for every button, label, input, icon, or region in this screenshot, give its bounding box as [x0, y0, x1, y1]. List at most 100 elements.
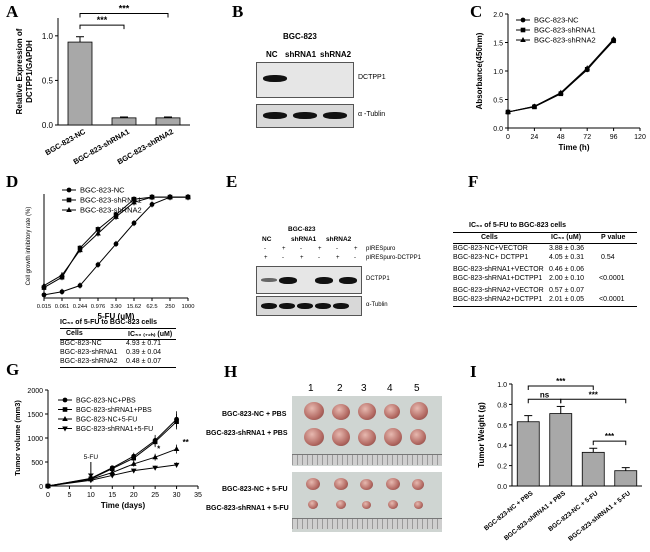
chart-a-sig-bracket — [79, 24, 125, 30]
blot-b-label-tublin: α -Tublin — [358, 111, 386, 118]
chart-g-y-tick-label: 1000 — [27, 436, 43, 443]
sign: - — [300, 246, 302, 252]
chart-d-inhibition: 0.015 0.061 0.244 0.976 3.90 15.62 62.5 250 1000… — [26, 186, 194, 321]
chart-a-sig-label: *** — [97, 15, 108, 25]
chart-c-x-tick-label: 72 — [583, 134, 591, 141]
chart-i-y-tick-label: 0.8 — [497, 402, 507, 409]
chart-d-point — [113, 213, 119, 219]
blot-band — [261, 278, 277, 282]
table-rule — [60, 367, 176, 368]
chart-c-legend-marker — [520, 27, 526, 33]
chart-i-sig-label: ns — [540, 390, 550, 399]
chart-d-point — [95, 262, 101, 268]
blot-e-lane-shrna2: shRNA2 — [326, 236, 352, 243]
chart-d-point — [113, 241, 119, 247]
chart-d-point — [149, 202, 155, 207]
sign: + — [264, 255, 268, 261]
chart-g-tumor-volume: 0 5 10 15 20 25 30 35 0 500 1000 1500 2000 Time (days… — [13, 388, 202, 510]
table-f-col3: P value — [601, 234, 626, 241]
chart-g-annotation: * — [157, 444, 161, 453]
blot-b-lane-shrna1: shRNA1 — [285, 50, 317, 59]
chart-i-x-tick-label: BGC-823-shRNA1 + PBS — [503, 490, 567, 543]
chart-d-point — [41, 292, 47, 298]
tumor — [332, 404, 350, 420]
chart-i-sig-label: *** — [605, 432, 615, 441]
chart-d-x-tick-label: 3.90 — [110, 304, 121, 310]
chart-c-x-tick-label: 96 — [610, 134, 618, 141]
chart-d-legend-marker — [66, 197, 72, 203]
chart-g-x-tick-label: 15 — [108, 492, 116, 499]
table-f-row-value: 0.57 ± 0.07 — [549, 287, 584, 294]
sign: + — [282, 246, 286, 252]
chart-g-y-tick-label: 0 — [39, 484, 43, 491]
chart-g-point — [130, 468, 137, 474]
blot-b-lane-nc: NC — [266, 50, 278, 59]
chart-d-point — [59, 272, 65, 278]
chart-d-x-label: 5-FU (uM) — [98, 312, 135, 321]
tumor — [384, 404, 400, 419]
blot-e-dctpp1-membrane — [256, 266, 362, 294]
chart-g-annotation: ** — [183, 438, 190, 447]
blot-e-label-tublin: α-Tublin — [366, 302, 388, 308]
tumor — [360, 479, 373, 490]
table-f-row-name: BGC-823-shRNA2+VECTOR — [453, 287, 544, 294]
table-f-title: IC₅₀ of 5-FU to BGC-823 cells — [469, 222, 566, 229]
mouse-number: 4 — [387, 383, 393, 394]
chart-d-legend-label: BGC-823-shRNA1 — [80, 196, 142, 205]
panel-label-b: B — [232, 2, 244, 21]
blot-band — [297, 303, 313, 309]
sign: - — [282, 255, 284, 261]
chart-c-y-label: Absorbance(450nm) — [475, 32, 484, 109]
table-f-row-name: BGC-823-NC+ DCTPP1 — [453, 254, 529, 261]
chart-g-point — [152, 439, 158, 445]
tumor-label: BGC-823-shRNA1 + 5-FU — [206, 505, 289, 512]
chart-g-x-tick-label: 25 — [151, 492, 159, 499]
table-rule — [60, 328, 176, 329]
table-rule — [453, 232, 637, 233]
table-f-row-name: BGC-823-shRNA1+DCTPP1 — [453, 275, 543, 282]
chart-d-point — [77, 247, 83, 253]
blot-band — [315, 303, 331, 309]
table-f-col1: Cells — [481, 234, 498, 241]
tumor-photo-bottom — [292, 472, 442, 532]
chart-a-y-label: Relative Expression of — [15, 28, 24, 114]
table-f-row-p: <0.0001 — [599, 275, 625, 282]
table-f-ic50: IC₅₀ of 5-FU to BGC-823 cells Cells IC₅₀… — [453, 222, 637, 312]
sign: + — [354, 246, 358, 252]
table-f-row-name: BGC-823-NC+VECTOR — [453, 245, 528, 252]
tumor — [412, 479, 424, 490]
chart-c-legend-marker — [520, 17, 526, 23]
chart-g-point — [173, 462, 180, 468]
tumor — [336, 500, 346, 509]
chart-g-arrow-head — [87, 473, 94, 478]
chart-g-legend-marker — [62, 397, 68, 403]
chart-g-legend-marker — [62, 416, 68, 421]
chart-c-point — [584, 65, 590, 71]
blot-band — [263, 75, 287, 82]
chart-c-point — [531, 103, 538, 109]
chart-d-legend-label: BGC-823-shRNA2 — [80, 206, 142, 215]
chart-g-x-tick-label: 20 — [130, 492, 138, 499]
mouse-number: 5 — [414, 383, 420, 394]
blot-band — [315, 277, 333, 284]
chart-g-point — [88, 478, 94, 484]
chart-a-bar — [155, 117, 181, 126]
ruler — [292, 518, 442, 529]
blot-b-title: BGC-823 — [283, 32, 317, 41]
sign: - — [336, 246, 338, 252]
chart-d-point — [167, 194, 173, 200]
tumor-photo-top — [292, 396, 442, 466]
table-d-col1: Cells — [66, 330, 83, 337]
blot-band — [333, 303, 349, 309]
tumor — [308, 500, 318, 509]
blot-e-row-pirespuro: pIRESpuro — [366, 246, 396, 252]
tumor — [332, 428, 350, 446]
chart-c-x-tick-label: 48 — [557, 134, 565, 141]
chart-a-sig-bracket — [79, 13, 169, 18]
tumor — [334, 478, 348, 490]
panel-label-f: F — [468, 172, 479, 191]
chart-g-legend-label: BGC-823-NC+PBS — [76, 397, 136, 404]
chart-g-point — [152, 454, 158, 460]
table-f-row-value: 4.05 ± 0.31 — [549, 254, 584, 261]
chart-i-y-tick-label: 0.4 — [497, 443, 507, 450]
